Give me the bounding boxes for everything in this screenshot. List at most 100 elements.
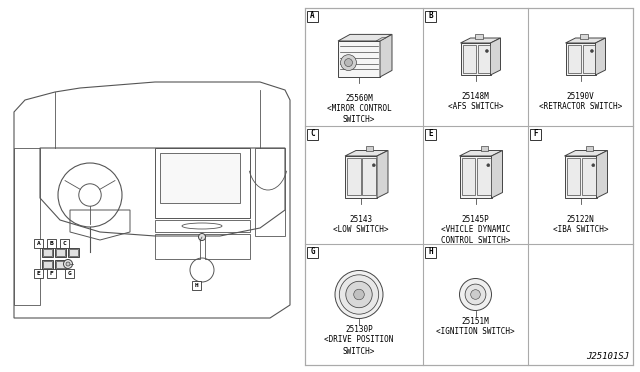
Bar [34,269,43,278]
Polygon shape [490,38,500,75]
Polygon shape [492,151,502,198]
Bar [43,249,52,256]
Circle shape [465,284,486,305]
Text: 25190V: 25190V [566,92,595,101]
Bar [307,10,318,22]
Bar [68,248,79,257]
Bar [42,260,53,269]
Polygon shape [586,145,593,151]
Text: 25151M: 25151M [461,317,490,327]
Bar [582,158,596,195]
Text: C: C [63,241,67,246]
Polygon shape [566,43,595,75]
Bar [307,128,318,140]
Text: <IGNITION SWITCH>: <IGNITION SWITCH> [436,327,515,337]
Polygon shape [461,43,490,75]
Text: C: C [310,129,315,138]
Circle shape [340,55,356,71]
Text: 25122N: 25122N [566,215,595,224]
Bar [43,261,52,268]
Bar [56,261,65,268]
Text: 25130P: 25130P [345,326,373,334]
Polygon shape [481,145,488,151]
Polygon shape [345,156,377,198]
Polygon shape [338,34,392,41]
Bar [42,248,53,257]
Bar [205,234,250,259]
Circle shape [198,234,205,241]
Polygon shape [460,156,492,198]
Polygon shape [474,33,483,38]
Bar [477,158,491,195]
Bar [307,247,318,257]
Circle shape [344,59,353,67]
Text: 25143: 25143 [349,215,372,224]
Polygon shape [377,151,388,198]
Text: 25560M: 25560M [345,94,373,103]
Polygon shape [566,38,605,43]
Polygon shape [596,151,607,198]
Text: <IBA SWITCH>: <IBA SWITCH> [553,225,608,234]
Bar [568,45,581,73]
Bar [477,45,490,73]
Text: G: G [310,247,315,257]
Bar [155,220,250,232]
Text: F: F [533,129,538,138]
Polygon shape [338,41,380,77]
Text: 25148M: 25148M [461,92,490,101]
Text: E: E [36,271,40,276]
Bar [566,158,580,195]
Bar [160,153,240,203]
Bar [461,158,476,195]
Bar [425,128,436,140]
Text: <MIROR CONTROL
SWITCH>: <MIROR CONTROL SWITCH> [326,104,392,124]
Bar [55,248,66,257]
Bar [155,148,250,218]
Circle shape [487,164,490,167]
Polygon shape [376,38,386,41]
Circle shape [346,281,372,308]
Bar [347,158,361,195]
Text: B: B [50,241,53,246]
Bar [530,128,541,140]
Text: <DRIVE POSITION
SWITCH>: <DRIVE POSITION SWITCH> [324,336,394,356]
Circle shape [592,164,595,167]
Circle shape [354,289,364,300]
Bar [305,8,633,365]
Polygon shape [579,33,588,38]
Circle shape [485,49,488,52]
Text: 25145P: 25145P [461,215,490,224]
Polygon shape [461,38,500,43]
Circle shape [339,275,379,314]
Text: G: G [68,271,72,276]
Bar [56,249,65,256]
Bar [425,10,436,22]
Bar [362,158,376,195]
Polygon shape [366,145,373,151]
Bar [47,238,56,247]
Polygon shape [564,156,596,198]
Bar [582,45,595,73]
Circle shape [470,290,480,299]
Bar [47,269,56,278]
Polygon shape [595,38,605,75]
Bar [69,249,78,256]
Circle shape [66,262,70,266]
Text: B: B [428,12,433,20]
Bar [463,45,476,73]
Text: <VHICLE DYNAMIC
CONTROL SWITCH>: <VHICLE DYNAMIC CONTROL SWITCH> [441,225,510,245]
Bar [155,234,200,259]
Circle shape [335,270,383,318]
Text: <LOW SWITCH>: <LOW SWITCH> [333,225,388,234]
Bar [192,280,201,289]
Text: A: A [310,12,315,20]
Circle shape [460,279,492,311]
Bar [55,260,66,269]
Text: A: A [36,241,40,246]
Bar [425,247,436,257]
Polygon shape [460,151,502,156]
Polygon shape [380,34,392,77]
Text: H: H [428,247,433,257]
Text: H: H [195,283,198,288]
Text: F: F [50,271,53,276]
